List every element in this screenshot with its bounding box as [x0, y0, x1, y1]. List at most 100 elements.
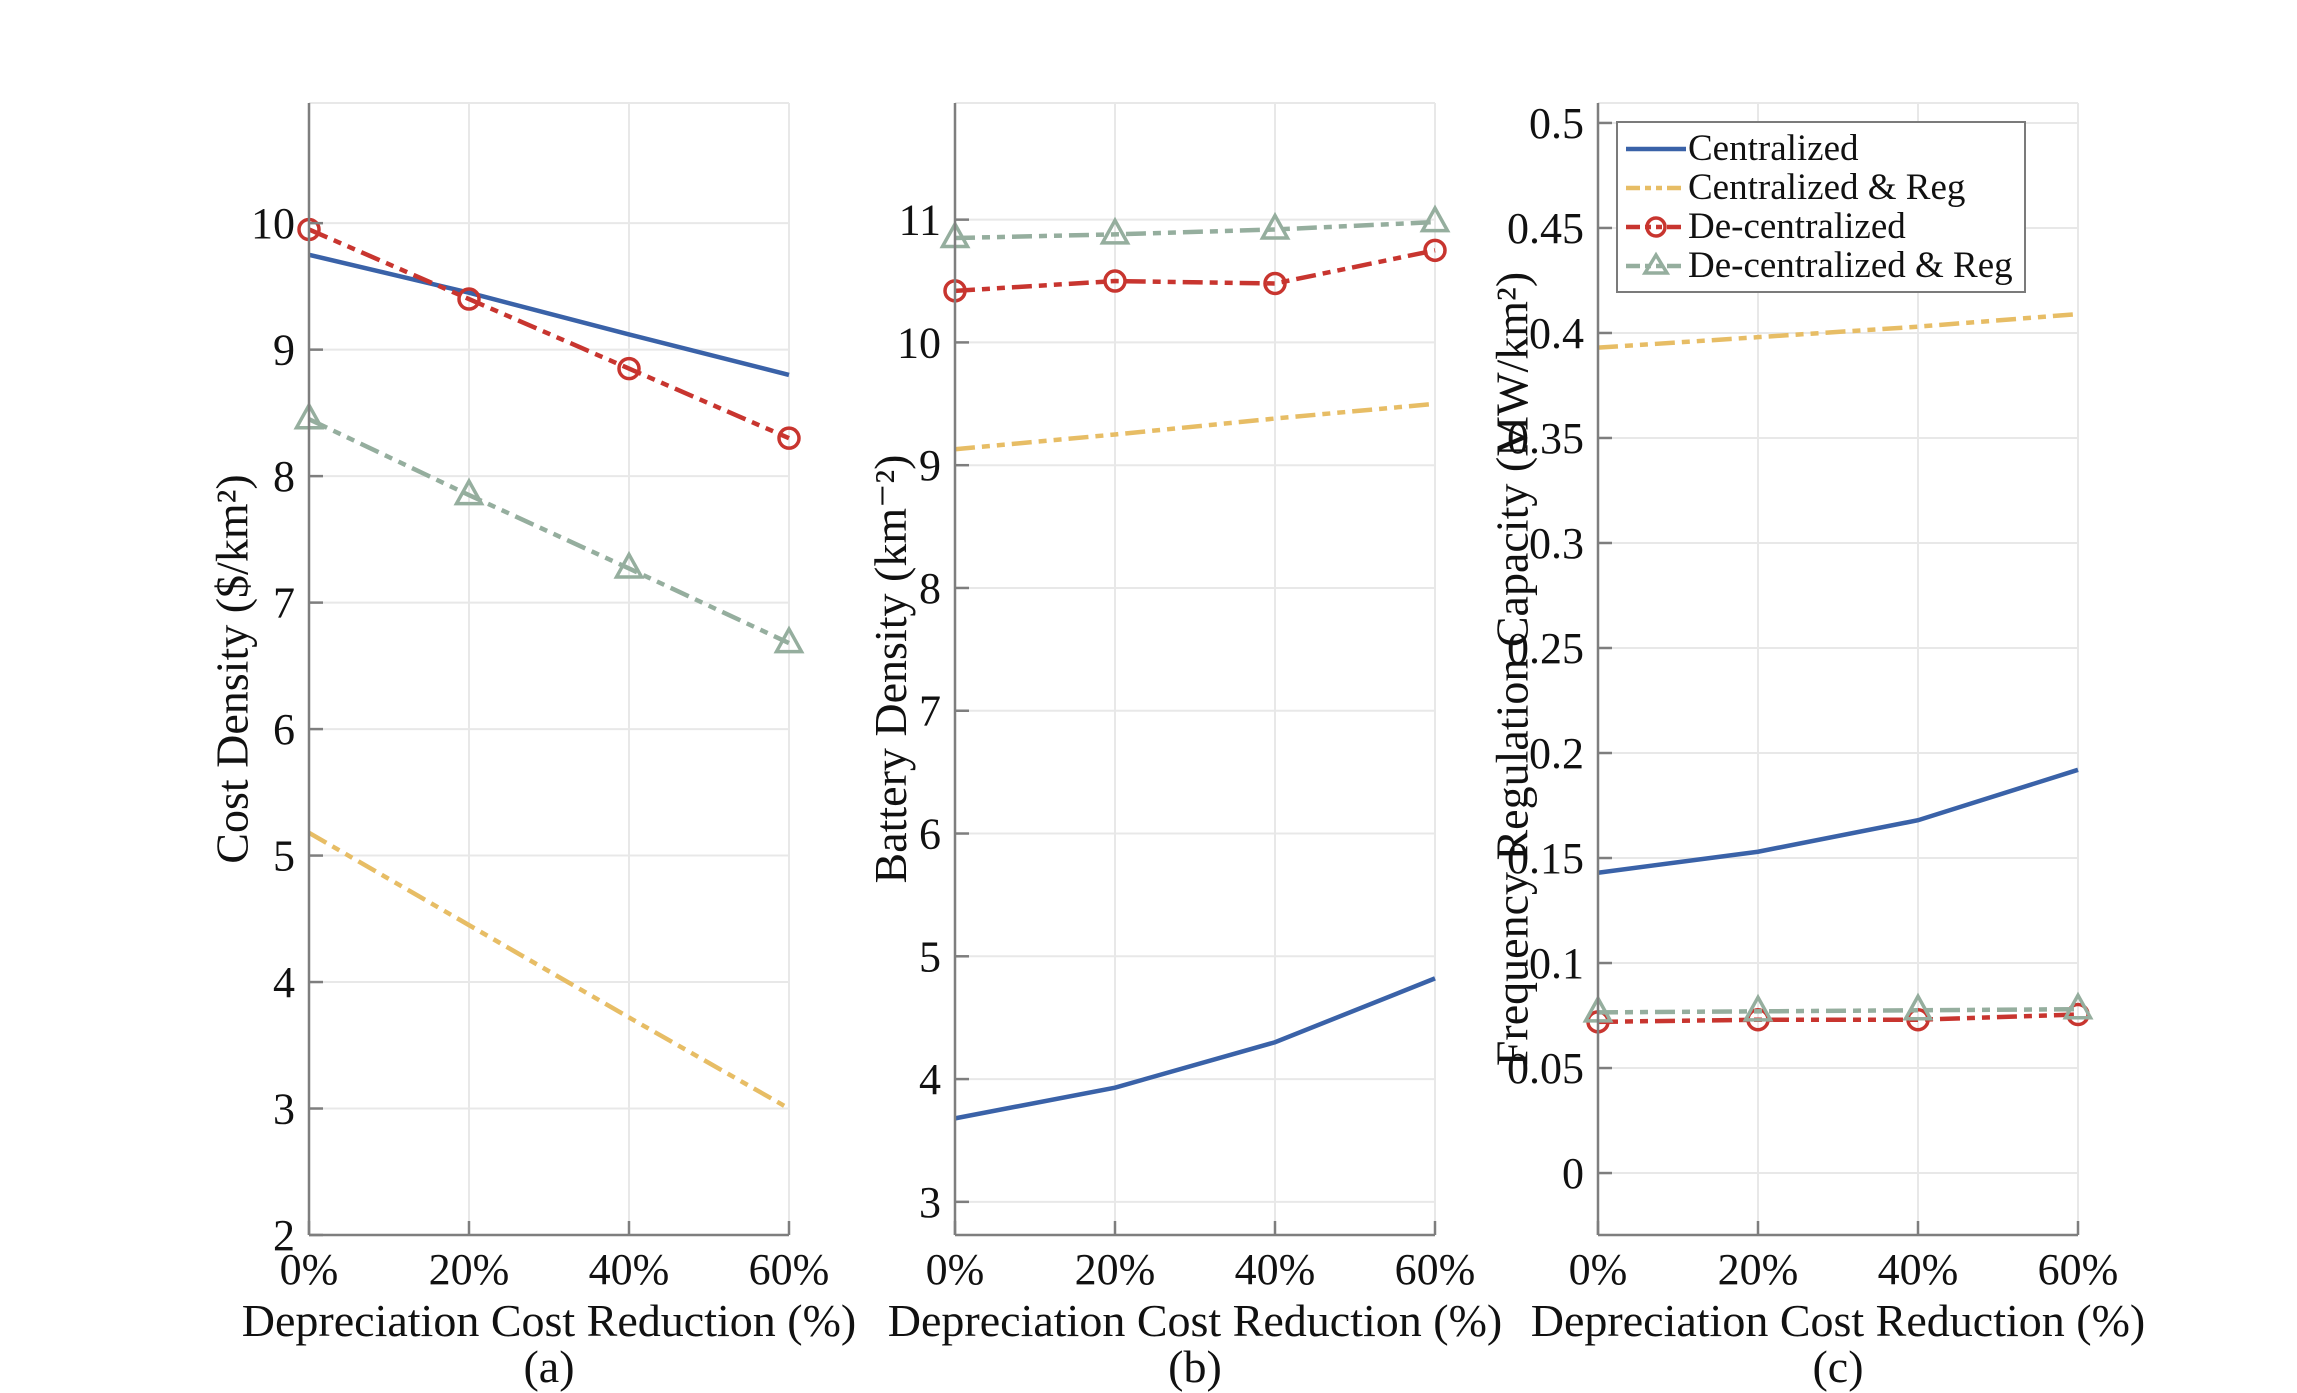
legend-triangle-marker: [1641, 251, 1671, 275]
series-centralized-reg: [1597, 311, 2079, 350]
x-tick-label: 20%: [1075, 1245, 1156, 1294]
legend-item: De-centralized: [1618, 207, 2024, 246]
y-tick-label: 7: [919, 687, 941, 736]
y-tick-label: 10: [251, 199, 295, 248]
panel-c-tag: (c): [1812, 1341, 1864, 1392]
y-tick-label: 9: [273, 326, 295, 375]
y-tick-label: 0.15: [1507, 834, 1584, 883]
legend-line-sample-none: [1626, 185, 1686, 191]
x-tick-label: 40%: [1878, 1245, 1959, 1294]
tick-labels-c: 0 0.05 0.1 0.15 0.2 0.25 0.3 0.35 0.4 0.45 0.5 0% 20…: [1507, 99, 2118, 1294]
tick-labels-a: 2 3 4 5 6 7 8 9 10 0% 20% 40% 60%: [251, 199, 829, 1294]
legend-line-sample-none: [1626, 146, 1686, 152]
y-tick-label: 0.05: [1507, 1044, 1584, 1093]
y-tick-label: 9: [919, 441, 941, 490]
data-point-triangle-marker: [453, 477, 485, 506]
data-point-circle-marker: [457, 287, 481, 311]
legend-item: Centralized: [1618, 129, 2024, 168]
y-tick-label: 4: [273, 958, 295, 1007]
panel-a-tag: (a): [523, 1341, 575, 1392]
panel-b: 3 4 5 6 7 8 9 10 11 0% 20% 40% 60%: [897, 102, 1475, 1294]
x-tick-label: 20%: [1718, 1245, 1799, 1294]
data-point-triangle-marker: [613, 550, 645, 579]
series-de-centralized: [943, 238, 1447, 303]
series-centralized: [308, 252, 790, 378]
series-centralized: [1597, 767, 2079, 875]
y-tick-label: 0.25: [1507, 624, 1584, 673]
y-tick-label: 7: [273, 579, 295, 628]
y-tick-label: 0: [1562, 1149, 1584, 1198]
legend-label: De-centralized & Reg: [1688, 245, 2013, 286]
legend-label: Centralized: [1688, 128, 1859, 169]
data-point-triangle-marker: [773, 625, 805, 654]
data-point-circle-marker: [1103, 269, 1127, 293]
legend-line-sample-triangle: [1626, 251, 1686, 275]
data-point-triangle-marker: [1902, 992, 1934, 1021]
x-tick-label: 60%: [1395, 1245, 1476, 1294]
x-tick-label: 20%: [429, 1245, 510, 1294]
data-point-triangle-marker: [1742, 993, 1774, 1022]
y-tick-label: 6: [273, 705, 295, 754]
y-tick-label: 8: [919, 564, 941, 613]
data-point-triangle-marker: [1259, 211, 1291, 240]
y-tick-label: 4: [919, 1055, 941, 1104]
panel-b-x-axis-label: Depreciation Cost Reduction (%): [887, 1295, 1503, 1346]
legend-label: De-centralized: [1688, 206, 1906, 247]
panel-c-y-axis-label: Frequency Regulation Capacity (MW/km²): [1486, 271, 1538, 1067]
y-tick-label: 0.5: [1529, 99, 1584, 148]
x-tick-label: 40%: [1235, 1245, 1316, 1294]
panel-c-x-axis-label: Depreciation Cost Reduction (%): [1530, 1295, 2146, 1346]
y-tick-label: 0.3: [1529, 519, 1584, 568]
x-tick-label: 40%: [589, 1245, 670, 1294]
data-point-triangle-marker: [2062, 991, 2094, 1020]
panel-b-y-axis-label: Battery Density (km⁻²): [865, 454, 916, 884]
legend-item: De-centralized & Reg: [1618, 246, 2024, 285]
data-point-triangle-marker: [1099, 216, 1131, 245]
y-tick-label: 5: [919, 932, 941, 981]
y-tick-label: 0.1: [1529, 939, 1584, 988]
y-tick-label: 2: [273, 1211, 295, 1260]
series-de-centralized-reg: [293, 401, 805, 654]
legend-label: Centralized & Reg: [1688, 167, 1966, 208]
panel-a-x-axis-label: Depreciation Cost Reduction (%): [241, 1295, 857, 1346]
series-de-centralized-reg: [939, 204, 1451, 249]
legend-item: Centralized & Reg: [1618, 168, 2024, 207]
axes-c: [1596, 103, 2080, 1237]
y-tick-label: 0.4: [1529, 309, 1584, 358]
data-point-circle-marker: [1263, 271, 1287, 296]
x-tick-label: 60%: [749, 1245, 830, 1294]
y-tick-label: 8: [273, 452, 295, 501]
x-tick-label: 0%: [280, 1245, 339, 1294]
series-centralized-reg: [954, 401, 1436, 452]
y-tick-label: 11: [899, 196, 941, 245]
data-point-circle-marker: [777, 426, 801, 450]
legend-circle-marker: [1645, 216, 1667, 238]
panel-a-y-axis-label: Cost Density ($/km²): [206, 474, 258, 864]
x-tick-label: 0%: [1569, 1245, 1628, 1294]
y-tick-label: 0.35: [1507, 414, 1584, 463]
y-tick-label: 0.45: [1507, 204, 1584, 253]
axes-a: [307, 103, 791, 1237]
data-point-triangle-marker: [1419, 204, 1451, 233]
data-point-circle-marker: [617, 356, 641, 381]
axes-b: [953, 103, 1437, 1237]
data-point-circle-marker: [1423, 238, 1447, 263]
y-tick-label: 3: [273, 1085, 295, 1134]
panel-c: 0 0.05 0.1 0.15 0.2 0.25 0.3 0.35 0.4 0.45 0.5 0% 20…: [1507, 99, 2118, 1294]
y-tick-label: 5: [273, 832, 295, 881]
x-tick-label: 60%: [2038, 1245, 2119, 1294]
series-de-centralized: [297, 217, 801, 450]
panel-a: 2 3 4 5 6 7 8 9 10 0% 20% 40% 60%: [251, 102, 829, 1294]
legend: Centralized Centralized & Reg De-centraliz…: [1616, 121, 2026, 293]
panel-b-tag: (b): [1168, 1341, 1222, 1392]
series-centralized: [954, 976, 1436, 1121]
legend-line-sample-circle: [1626, 216, 1686, 238]
tick-labels-b: 3 4 5 6 7 8 9 10 11 0% 20% 40% 60%: [897, 196, 1475, 1294]
y-tick-label: 3: [919, 1178, 941, 1227]
x-tick-label: 0%: [926, 1245, 985, 1294]
y-tick-label: 6: [919, 810, 941, 859]
series-centralized-reg: [307, 830, 791, 1111]
y-tick-label: 0.2: [1529, 729, 1584, 778]
